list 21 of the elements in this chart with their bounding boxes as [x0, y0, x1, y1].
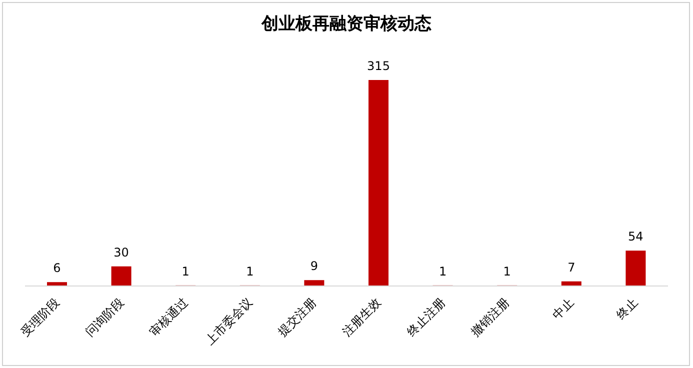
data-label: 7 [568, 260, 576, 274]
data-label: 6 [53, 261, 61, 276]
x-tick-label: 上市委会议 [202, 295, 255, 348]
x-tick-label: 问询阶段 [82, 295, 126, 339]
data-label: 1 [246, 264, 254, 278]
data-label: 9 [310, 259, 318, 274]
data-label: 54 [628, 230, 644, 244]
x-tick-label: 终止注册 [404, 295, 448, 339]
data-label: 1 [182, 264, 190, 278]
x-tick-label: 终止 [614, 295, 641, 322]
x-tick-label: 撤销注册 [468, 295, 512, 339]
data-label: 1 [503, 264, 511, 278]
chart-title: 创业板再融资审核动态 [260, 13, 432, 35]
data-label: 1 [438, 264, 447, 278]
x-tick-label: 提交注册 [275, 295, 320, 339]
x-tick-label: 审核通过 [146, 295, 191, 339]
data-label: 30 [114, 245, 129, 260]
x-tick-label: 中止 [550, 295, 576, 322]
x-tick-label: 受理阶段 [18, 295, 62, 339]
x-tick-label: 注册生效 [340, 295, 384, 339]
data-label: 315 [367, 59, 390, 73]
